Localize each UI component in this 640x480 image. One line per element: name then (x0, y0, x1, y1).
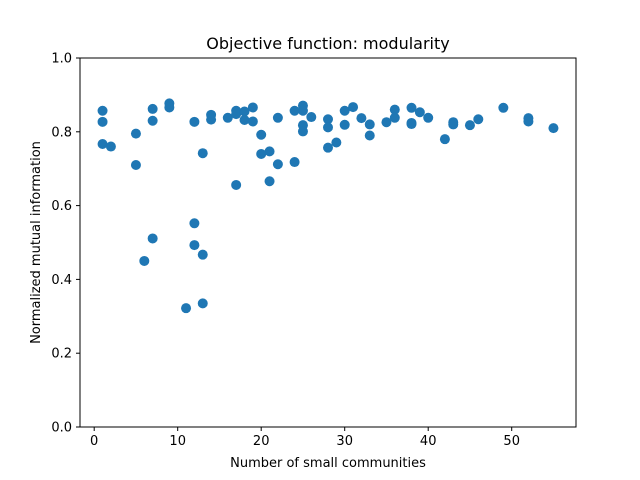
data-point (464, 120, 475, 131)
data-point (189, 218, 200, 229)
data-point (247, 116, 258, 127)
data-point (147, 103, 158, 114)
data-point (306, 112, 317, 123)
data-point (231, 179, 242, 190)
y-tick-label: 0.0 (51, 421, 72, 436)
data-point (389, 104, 400, 115)
x-tick-label: 10 (169, 434, 186, 449)
x-tick-label: 30 (336, 434, 353, 449)
x-tick-label: 40 (420, 434, 437, 449)
data-point (523, 116, 534, 127)
data-point (423, 112, 434, 123)
data-point (414, 107, 425, 118)
y-tick-label: 1.0 (51, 52, 72, 67)
data-point (348, 102, 359, 113)
points-layer (97, 98, 559, 314)
data-point (197, 148, 208, 159)
data-point (197, 298, 208, 309)
data-point (272, 112, 283, 123)
y-axis-label: Normalized mutual information (29, 141, 44, 344)
data-point (289, 157, 300, 168)
data-point (164, 102, 175, 113)
data-point (323, 114, 333, 125)
y-tick-label: 0.8 (51, 125, 72, 140)
data-point (239, 106, 250, 117)
data-point (189, 116, 200, 127)
plot-frame (79, 57, 577, 428)
x-tick-label: 20 (253, 434, 270, 449)
data-point (339, 105, 350, 116)
data-point (297, 126, 308, 137)
data-point (189, 240, 200, 251)
data-point (239, 114, 250, 125)
data-point (448, 119, 459, 130)
data-point (256, 129, 267, 140)
data-point (364, 119, 375, 130)
data-point (197, 249, 208, 260)
y-tick-label: 0.6 (51, 199, 72, 214)
x-tick-label: 0 (90, 434, 98, 449)
data-point (264, 176, 275, 187)
y-tick-label: 0.2 (51, 347, 72, 362)
data-point (97, 116, 108, 127)
data-point (97, 105, 108, 116)
data-point (289, 105, 300, 116)
data-point (381, 117, 392, 128)
data-point (498, 102, 509, 113)
data-point (389, 112, 400, 123)
data-point (406, 119, 417, 130)
data-point (406, 102, 417, 113)
data-point (331, 137, 342, 148)
data-point (206, 114, 217, 125)
data-point (356, 113, 367, 124)
data-point (181, 303, 192, 314)
y-tick-label: 0.4 (51, 273, 72, 288)
chart-title: Objective function: modularity (206, 34, 449, 53)
data-point (297, 105, 308, 116)
data-point (147, 233, 158, 244)
data-point (147, 115, 158, 126)
data-point (222, 112, 233, 123)
data-point (548, 123, 559, 134)
data-point (473, 114, 484, 125)
data-point (139, 255, 150, 266)
data-point (231, 109, 242, 120)
data-point (256, 148, 267, 159)
data-point (264, 146, 275, 157)
data-point (97, 138, 108, 149)
data-point (105, 141, 116, 152)
data-point (130, 128, 141, 139)
data-point (439, 134, 450, 145)
data-point (272, 159, 283, 170)
data-point (323, 142, 333, 153)
x-axis-label: Number of small communities (230, 456, 426, 471)
data-point (339, 119, 350, 130)
x-tick-label: 50 (503, 434, 520, 449)
ticks-layer: 0 10 20 30 40 50 0.0 0.2 0.4 0.6 0.8 1.0 (51, 52, 520, 450)
data-point (323, 122, 333, 133)
data-point (247, 102, 258, 113)
data-point (130, 160, 141, 171)
data-point (364, 130, 375, 141)
